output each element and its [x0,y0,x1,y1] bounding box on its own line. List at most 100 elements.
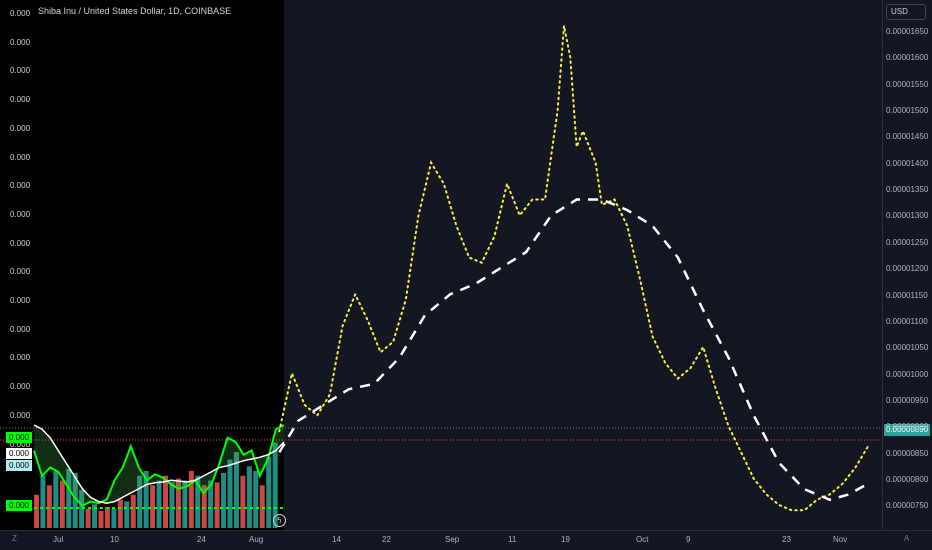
symbol-title[interactable]: Shiba Inu / United States Dollar, 1D, CO… [38,6,232,16]
indicator-bar [227,459,233,528]
left-tick-label: 0.000 [10,353,31,363]
time-tick-label: 22 [382,535,391,544]
indicator-bar [208,480,214,528]
indicator-bar [201,485,207,528]
indicator-bar [117,499,123,528]
time-tick-label: Oct [636,535,649,544]
indicator-white-line [33,424,285,504]
left-tick-label: 0.000 [10,324,31,334]
price-tick-label: 0.00001000 [886,369,929,379]
time-tick-label: Jul [53,535,64,544]
price-tick-label: 0.00001450 [886,132,929,142]
time-tick-label: 9 [686,535,691,544]
indicator-value-badge: 0.000 [6,460,32,471]
indicator-bar [150,485,156,528]
left-tick-label: 0.000 [10,37,31,47]
indicator-bar [111,509,117,528]
indicator-bar [272,442,278,528]
indicator-bar [195,475,201,528]
left-tick-label: 0.000 [10,9,31,18]
price-tick-label: 0.00001550 [886,79,929,89]
left-tick-label: 0.000 [10,382,31,392]
indicator-bar [53,471,59,528]
price-tick-label: 0.00000800 [886,474,929,484]
lightning-icon[interactable]: ϟ [273,514,286,527]
time-tick-label: 19 [561,535,570,544]
indicator-bar [156,480,162,528]
indicator-bar [175,478,181,528]
indicator-bar [124,501,130,528]
currency-button[interactable]: USD [886,4,926,20]
price-tick-label: 0.00001650 [886,27,929,36]
indicator-bar [169,482,175,528]
time-axis[interactable] [0,530,932,550]
indicator-bar [188,471,194,528]
indicator-bar [79,490,85,528]
left-tick-label: 0.000 [10,66,31,76]
indicator-bar [266,456,272,528]
indicator-bar [240,475,246,528]
left-tick-label: 0.000 [10,123,31,133]
time-tick-label: Aug [249,535,264,544]
price-chart[interactable] [0,0,882,530]
left-tick-label: 0.000 [10,296,31,305]
indicator-bar [143,471,149,528]
indicator-value-badge: 0.000 [6,448,32,459]
forecast-dashed-line [278,198,869,502]
time-tick-label: Sep [445,535,460,544]
indicator-bar [59,480,65,528]
time-tick-label: 23 [782,535,791,544]
price-tick-label: 0.00000750 [886,501,929,511]
indicator-bar [104,507,110,528]
indicator-bar [72,472,78,528]
indicator-value-badge: 0.000 [6,500,32,511]
indicator-bar [92,504,98,528]
indicator-bar [246,466,252,528]
time-tick-label: Nov [833,535,848,544]
left-tick-label: 0.000 [10,410,31,420]
forecast-dotted-line [278,25,869,512]
price-tick-label: 0.00001500 [886,106,929,116]
current-price-badge: 0.00000890 [884,424,930,436]
time-tick-label: 11 [508,535,517,544]
left-tick-label: 0.000 [10,95,31,105]
corner-right-label[interactable]: A [904,534,910,543]
price-tick-label: 0.00001100 [886,316,928,326]
time-tick-label: 14 [332,535,341,544]
price-axis[interactable] [882,0,932,530]
indicator-bar [182,480,188,528]
indicator-bar [233,452,239,528]
price-tick-label: 0.00001400 [886,158,929,168]
price-tick-label: 0.00001600 [886,53,929,63]
price-tick-label: 0.00000900 [886,422,929,432]
time-tick-label: 24 [197,535,206,544]
indicator-bar [46,485,52,528]
indicator-bar [259,485,265,528]
history-panel [0,0,284,530]
indicator-bar [163,475,168,528]
indicator-bar [253,471,259,528]
chart-area[interactable] [0,0,882,530]
indicator-bar [130,494,136,528]
left-tick-label: 0.000 [10,209,31,219]
indicator-bar [34,494,39,528]
indicator-bar [66,469,72,528]
left-tick-label: 0.000 [10,439,31,449]
price-tick-label: 0.00001300 [886,211,929,221]
price-tick-label: 0.00001350 [886,185,929,195]
indicator-bar [85,509,91,528]
time-tick-label: 10 [110,535,119,544]
indicator-bar [214,482,220,528]
indicator-value-badge: 0.000 [6,432,32,443]
price-tick-label: 0.00000850 [886,448,929,458]
price-tick-label: 0.00001200 [886,264,929,274]
left-tick-label: 0.000 [10,152,31,162]
left-tick-label: 0.000 [10,238,31,248]
indicator-bar [98,510,104,528]
indicator-bar [40,475,46,528]
corner-left-label[interactable]: Z [12,534,17,543]
price-tick-label: 0.00000950 [886,395,929,405]
left-tick-label: 0.000 [10,181,31,191]
price-tick-label: 0.00001050 [886,343,929,353]
price-tick-label: 0.00001150 [886,290,928,300]
